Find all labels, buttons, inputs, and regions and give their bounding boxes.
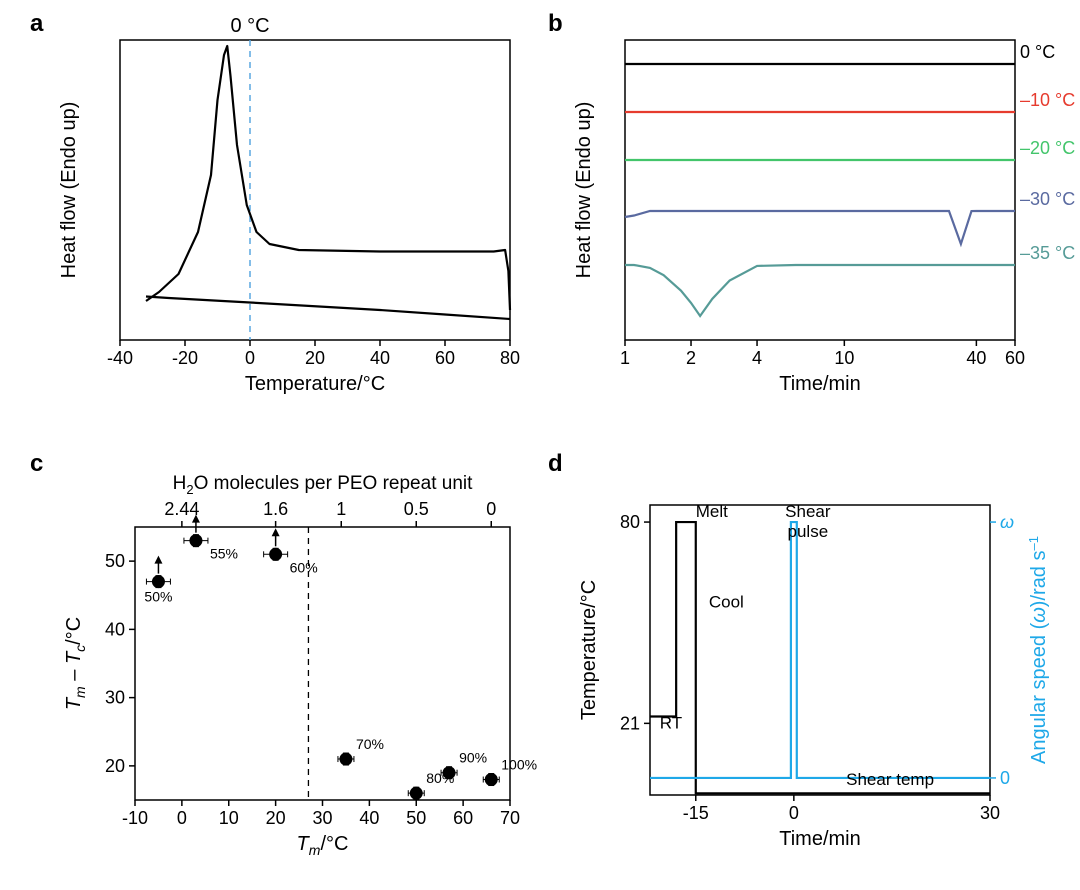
top-tick-label: 2.44 [164,499,199,519]
xtick-label: 0 [245,348,255,368]
xtick-label: 30 [312,808,332,828]
rt-label: RT [660,713,682,732]
panel-c-toplabel: H2O molecules per PEO repeat unit [173,473,473,497]
ytick-label: 80 [620,512,640,532]
panel-a-ylabel: Heat flow (Endo up) [58,102,80,279]
panel-c-ylabel: Tm – Tc/°C [63,617,88,710]
xtick-label: 0 [789,803,799,823]
xtick-label: 4 [752,348,762,368]
panel-b-chart: 1 2 4 10 40 60 0 °C –10 °C –20 °C –30 °C –35 °C Tim… [555,10,1075,430]
panel-a-title: 0 °C [230,15,269,37]
top-tick-label: 0 [486,499,496,519]
sheartemp-label: Shear temp [846,770,934,789]
panel-d-ylabel-right: Angular speed (ω)/rad s–1 [1026,536,1050,764]
point-label: 55% [210,546,238,562]
top-tick-label: 0.5 [404,499,429,519]
series-label: –35 °C [1020,243,1075,263]
panel-c-chart: -10 0 10 20 30 40 50 60 70 20 30 40 50 2.44 1.6 1 0.5 0 50… [40,455,540,875]
panel-a-xlabel: Temperature/°C [245,373,385,395]
xtick-label: 20 [266,808,286,828]
series-label: –10 °C [1020,90,1075,110]
xtick-label: -10 [122,808,148,828]
xtick-label: -20 [172,348,198,368]
top-tick-label: 1 [336,499,346,519]
panel-a-chart: -40 -20 0 20 40 60 80 0 °C Temperature/°C Heat fl… [40,10,540,430]
panel-d-ylabel-left: Temperature/°C [578,580,600,720]
panel-b-ylabel: Heat flow (Endo up) [573,102,595,279]
ytick-label: 20 [105,756,125,776]
ytick-right-label: ω [1000,512,1014,532]
panel-d-chart: -1503021800ωRTMeltCoolShear tempShearpul… [555,455,1075,885]
top-tick-label: 1.6 [263,499,288,519]
xtick-label: 10 [219,808,239,828]
melt-label: Melt [696,502,728,521]
xtick-label: 10 [834,348,854,368]
shearpulse-label: Shear [785,502,831,521]
xtick-label: 30 [980,803,1000,823]
point-label: 50% [144,589,172,605]
xtick-label: 70 [500,808,520,828]
ytick-right-label: 0 [1000,768,1010,788]
series-label: 0 °C [1020,42,1055,62]
point-label: 60% [290,559,318,575]
ytick-label: 30 [105,688,125,708]
xtick-label: 1 [620,348,630,368]
ytick-label: 50 [105,551,125,571]
xtick-label: 60 [1005,348,1025,368]
xtick-label: 40 [370,348,390,368]
panel-c-xlabel: Tm/°C [297,833,349,858]
ytick-label: 21 [620,713,640,733]
xtick-label: 2 [686,348,696,368]
xtick-label: 60 [453,808,473,828]
xtick-label: 50 [406,808,426,828]
ytick-label: 40 [105,619,125,639]
xtick-label: 0 [177,808,187,828]
xtick-label: 80 [500,348,520,368]
point-label: 70% [356,736,384,752]
point-label: 100% [501,757,537,773]
xtick-label: 60 [435,348,455,368]
series-label: –30 °C [1020,189,1075,209]
cool-label: Cool [709,592,744,611]
panel-b-xlabel: Time/min [779,373,860,395]
xtick-label: -15 [683,803,709,823]
panel-d-xlabel: Time/min [779,828,860,850]
point-label: 90% [459,750,487,766]
shearpulse-label2: pulse [788,522,829,541]
xtick-label: -40 [107,348,133,368]
xtick-label: 20 [305,348,325,368]
figure: a b c d -40-200204060800 °CTemperature/°… [0,0,1080,890]
series-label: –20 °C [1020,138,1075,158]
xtick-label: 40 [359,808,379,828]
xtick-label: 40 [966,348,986,368]
